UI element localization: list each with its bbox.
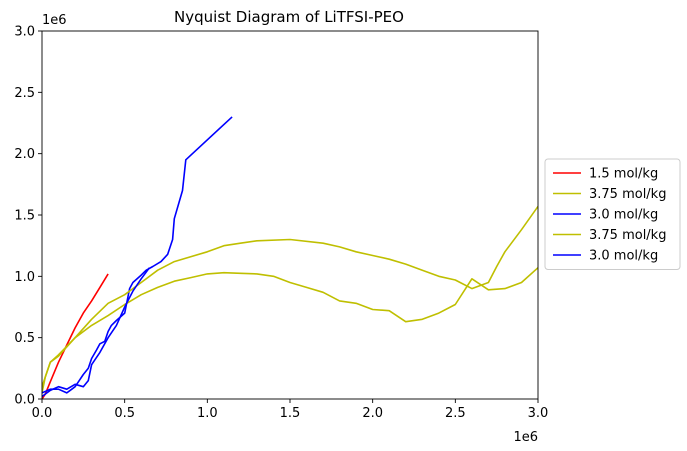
legend-label: 3.75 mol/kg [589, 228, 666, 243]
series-line-3 [42, 117, 232, 393]
y-tick-label: 0.5 [14, 331, 35, 346]
y-tick-label: 1.0 [14, 270, 35, 285]
y-tick-label: 0.0 [14, 393, 35, 408]
x-tick-label: 2.5 [445, 406, 466, 421]
series-line-2 [42, 268, 538, 393]
series-line-1 [42, 274, 108, 399]
x-tick-label: 1.5 [280, 406, 301, 421]
x-tick-label: 0.5 [114, 406, 135, 421]
series-line-5 [42, 268, 150, 397]
y-offset-label: 1e6 [42, 13, 67, 28]
legend-label: 3.0 mol/kg [589, 208, 658, 223]
x-offset-label: 1e6 [513, 430, 538, 445]
x-tick-label: 1.0 [197, 406, 218, 421]
chart-title: Nyquist Diagram of LiTFSI-PEO [174, 8, 404, 26]
y-tick-label: 3.0 [14, 25, 35, 40]
legend-label: 3.75 mol/kg [589, 187, 666, 202]
y-tick-label: 2.5 [14, 86, 35, 101]
y-tick-label: 2.0 [14, 147, 35, 162]
x-tick-label: 0.0 [32, 406, 53, 421]
legend-label: 1.5 mol/kg [589, 167, 658, 182]
x-tick-label: 2.0 [362, 406, 383, 421]
series-group [42, 117, 538, 399]
legend-label: 3.0 mol/kg [589, 249, 658, 264]
series-line-4 [42, 206, 538, 386]
x-tick-label: 3.0 [528, 406, 549, 421]
y-tick-label: 1.5 [14, 209, 35, 224]
plot-frame [42, 31, 538, 399]
